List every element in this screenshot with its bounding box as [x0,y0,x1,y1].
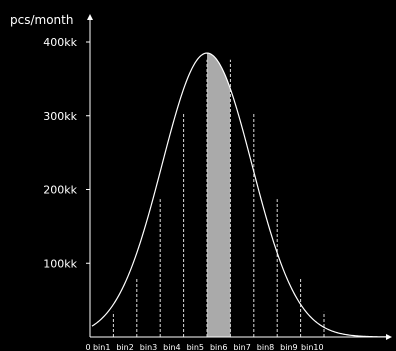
y-axis-arrow [87,14,93,20]
x-bin-label: bin1 [93,343,110,351]
x-bin-label: bin10 [301,343,324,351]
y-tick-label: 100kk [43,257,77,270]
bell-curve-line [91,52,389,338]
y-tick-label: 400kk [43,36,77,49]
x-bin-label: bin2 [116,343,133,351]
y-axis-label: pcs/month [10,13,73,27]
x-bin-label: bin5 [187,343,204,351]
x-bin-label: bin3 [140,343,157,351]
x-axis-arrow [386,334,392,340]
x-origin-label: 0 [85,343,90,351]
highlighted-bin-area [207,53,231,338]
x-bin-label: bin9 [280,343,297,351]
y-tick-label: 200kk [43,184,77,197]
y-tick-label: 300kk [43,110,77,123]
x-bin-label: bin6 [210,343,227,351]
x-bin-label: bin4 [163,343,180,351]
x-bin-label: bin7 [233,343,250,351]
x-bin-label: bin8 [257,343,274,351]
